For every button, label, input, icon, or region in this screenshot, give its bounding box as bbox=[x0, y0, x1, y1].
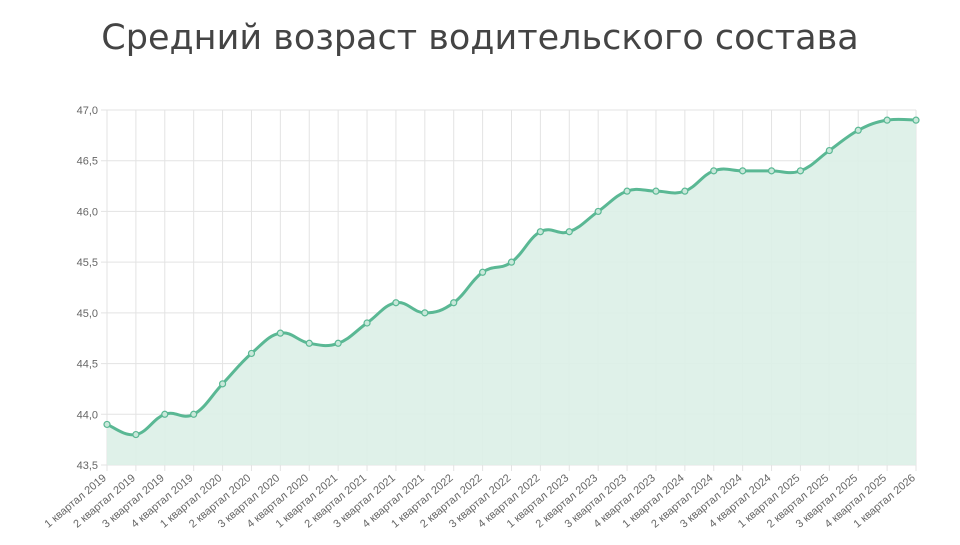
data-point bbox=[363, 319, 371, 327]
y-tick-label: 47,0 bbox=[77, 105, 98, 117]
y-tick-label: 45,5 bbox=[77, 257, 98, 269]
data-point bbox=[305, 339, 313, 347]
data-point bbox=[796, 167, 805, 175]
data-point bbox=[536, 228, 544, 236]
data-point bbox=[883, 116, 891, 124]
y-tick-label: 46,0 bbox=[77, 206, 98, 218]
data-point bbox=[276, 329, 284, 337]
data-point bbox=[103, 420, 111, 429]
data-point bbox=[681, 187, 689, 195]
y-tick-label: 45,0 bbox=[77, 308, 98, 320]
data-point bbox=[565, 228, 573, 236]
data-point bbox=[161, 410, 169, 418]
data-point bbox=[450, 299, 458, 307]
y-tick-label: 44,5 bbox=[77, 359, 98, 371]
data-point bbox=[190, 410, 198, 418]
y-tick-label: 43,5 bbox=[77, 460, 98, 472]
data-point bbox=[767, 167, 776, 175]
data-point bbox=[421, 309, 429, 317]
data-point bbox=[825, 146, 833, 155]
area-fill bbox=[107, 119, 916, 465]
data-point bbox=[623, 187, 631, 195]
data-point bbox=[392, 299, 400, 307]
data-point bbox=[479, 268, 487, 276]
data-point bbox=[132, 430, 140, 439]
data-point bbox=[739, 167, 747, 175]
data-point bbox=[594, 207, 602, 216]
data-point bbox=[652, 187, 660, 195]
data-point bbox=[854, 126, 862, 134]
data-point bbox=[218, 380, 227, 388]
chart-title: Средний возраст водительского состава bbox=[101, 18, 859, 58]
y-tick-label: 46,5 bbox=[77, 156, 98, 168]
data-point bbox=[247, 349, 256, 358]
data-point bbox=[912, 116, 920, 124]
data-point bbox=[334, 339, 342, 347]
y-tick-label: 44,0 bbox=[77, 409, 98, 421]
data-point bbox=[710, 167, 718, 175]
data-point bbox=[507, 258, 516, 266]
